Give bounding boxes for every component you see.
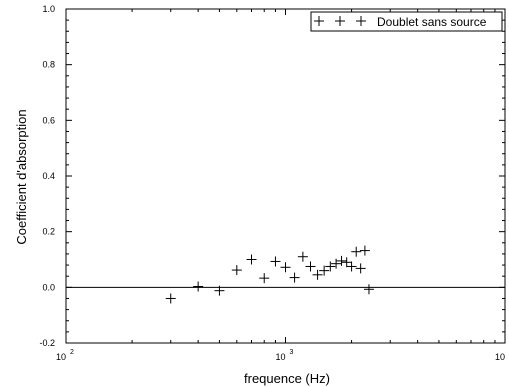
data-point	[193, 281, 204, 292]
data-points	[165, 245, 374, 304]
data-point	[270, 256, 281, 267]
x-tick-label: 10	[495, 352, 505, 362]
legend-marker	[314, 16, 324, 26]
data-point	[331, 258, 342, 269]
legend-markers	[314, 16, 366, 26]
data-point	[363, 284, 374, 295]
x-tick-label: 10	[275, 352, 285, 362]
data-point	[346, 261, 357, 272]
data-point	[165, 293, 176, 304]
y-tick-label: 0.2	[42, 227, 55, 237]
data-point	[297, 251, 308, 262]
data-point	[355, 263, 366, 274]
x-tick-exponent: 2	[70, 349, 74, 356]
data-point	[351, 246, 362, 257]
data-point	[231, 265, 242, 276]
y-axis-label: Coefficient d'absorption	[14, 109, 29, 244]
legend-marker	[356, 16, 366, 26]
data-point	[319, 265, 330, 276]
x-tick-exponent: 3	[290, 349, 294, 356]
axis-ticks	[65, 8, 506, 344]
data-point	[246, 254, 257, 265]
y-tick-label: 1.0	[42, 4, 55, 14]
y-tick-label: 0.0	[42, 282, 55, 292]
legend: Doublet sans source	[310, 11, 503, 32]
data-point	[289, 272, 300, 283]
y-tick-label: 0.6	[42, 115, 55, 125]
data-point	[259, 273, 270, 284]
x-axis-label: frequence (Hz)	[244, 371, 330, 386]
data-point	[214, 285, 225, 296]
legend-box	[310, 11, 503, 32]
data-point	[325, 261, 336, 272]
data-point	[336, 255, 347, 266]
data-point	[312, 269, 323, 280]
legend-marker	[335, 16, 345, 26]
data-point	[305, 261, 316, 272]
data-point	[341, 257, 352, 268]
x-tick-label: 10	[56, 352, 66, 362]
y-tick-label: 0.8	[42, 60, 55, 70]
data-point	[280, 262, 291, 273]
data-point	[359, 245, 370, 256]
y-tick-labels: -0.2 0.0 0.2 0.4 0.6 0.8 1.0	[39, 4, 55, 348]
y-tick-label: -0.2	[39, 338, 55, 348]
plot-frame	[65, 8, 506, 344]
x-tick-labels: 102103104	[56, 349, 505, 362]
legend-label: Doublet sans source	[377, 15, 487, 29]
y-tick-label: 0.4	[42, 171, 55, 181]
